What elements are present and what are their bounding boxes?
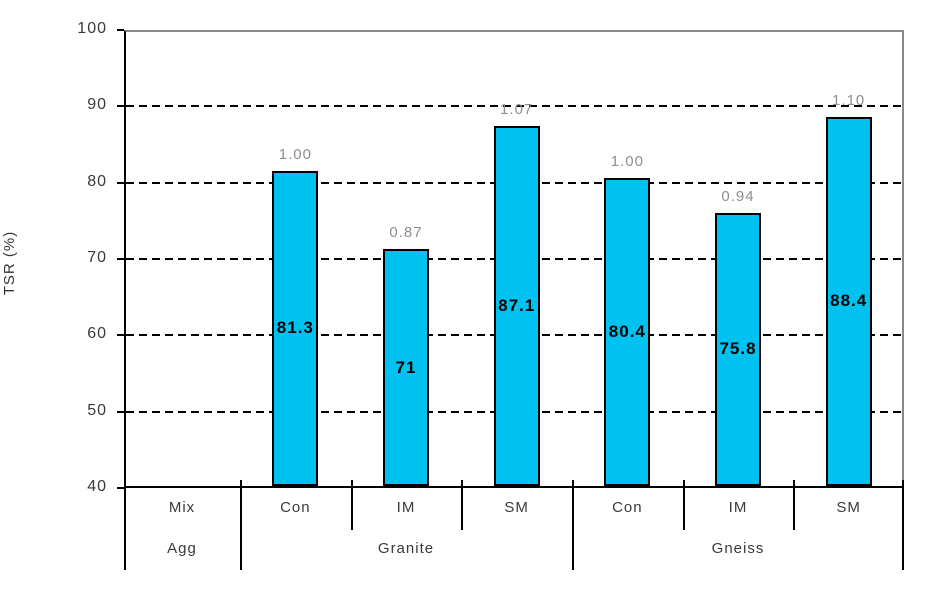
y-tick [117,258,124,260]
y-tick-label: 50 [87,401,107,419]
x-table-divider [124,480,126,570]
row-header-mix: Mix [168,499,196,516]
row-header-agg: Agg [167,540,197,557]
y-tick-label: 90 [87,96,107,114]
mix-label-im: IM [728,499,748,516]
y-tick-label: 100 [77,20,107,37]
y-tick-label: 40 [87,478,107,495]
y-tick [117,181,124,184]
plot-area: 1.00 81.3 0.87 71 1.07 87.1 1.00 80.4 0.94 75.8 1.… [124,30,904,488]
x-table-divider [572,480,574,570]
x-mix-divider [350,480,353,530]
agg-group-label-gneiss: Gneiss [711,540,765,557]
bar-sm-granite [493,126,540,486]
mix-label-con: Con [280,499,311,516]
mix-label-sm: SM [504,499,529,516]
bar-con-granite [272,170,319,486]
bar-ratio-label: 0.87 [389,224,423,242]
x-mix-divider [682,480,685,530]
bar-ratio-label: 1.00 [610,152,644,170]
bar-value-label: 87.1 [498,296,536,316]
y-tick-label: 80 [87,172,107,190]
x-table-divider [902,480,904,570]
bar-value-label: 75.8 [719,339,757,359]
x-mix-divider [461,480,464,530]
bar-value-label: 71 [395,357,417,377]
y-tick [117,105,124,108]
bar-ratio-label: 1.00 [278,145,312,163]
bar-ratio-label: 0.94 [721,187,755,205]
bar-value-label: 81.3 [276,318,314,338]
y-tick [117,29,124,31]
bar-ratio-label: 1.10 [832,91,866,109]
x-table-divider [240,480,242,570]
y-tick [117,487,124,489]
bar-im-granite [383,249,429,486]
mix-label-con: Con [612,499,643,516]
bar-im-gneiss [715,212,761,486]
bar-value-label: 88.4 [830,291,868,311]
y-tick [117,410,124,413]
x-axis-category-table: Mix Agg Con IM SM Con IM SM Granite Gneiss [124,480,904,570]
y-tick-label: 70 [87,249,107,266]
y-tick-label: 60 [87,325,107,343]
bar-ratio-label: 1.07 [500,101,534,119]
gridline-90 [126,105,902,108]
mix-label-im: IM [396,499,416,516]
bar-sm-gneiss [825,116,872,486]
agg-group-label-granite: Granite [377,540,435,557]
mix-label-sm: SM [836,499,861,516]
bar-con-gneiss [604,177,651,486]
y-tick [117,334,124,337]
y-axis-title: TSR (%) [1,230,18,296]
x-mix-divider [793,480,796,530]
bar-value-label: 80.4 [608,321,646,341]
